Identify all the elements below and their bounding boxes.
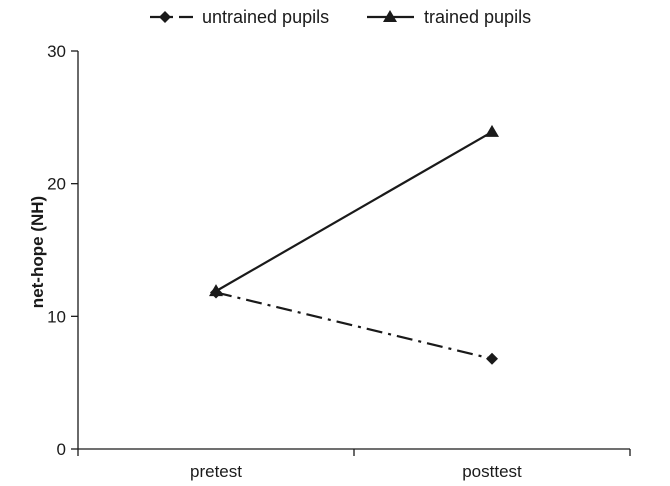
x-ticks: pretest posttest [77, 449, 631, 481]
legend: untrained pupils trained pupils [150, 7, 531, 27]
y-tick-label: 0 [57, 440, 66, 459]
data-point-0-1 [486, 352, 498, 365]
y-tick-label: 30 [47, 42, 66, 61]
series-lines [215, 130, 493, 360]
legend-label-trained: trained pupils [424, 7, 531, 27]
y-tick-label: 10 [47, 307, 66, 326]
series-markers [209, 124, 499, 365]
legend-item-trained: trained pupils [367, 7, 531, 27]
legend-marker-triangle-icon [383, 10, 397, 22]
x-tick-label: posttest [462, 462, 522, 481]
legend-marker-diamond-icon [159, 11, 171, 23]
x-tick-label: pretest [190, 462, 242, 481]
legend-label-untrained: untrained pupils [202, 7, 329, 27]
y-ticks: 0 10 20 30 [47, 42, 78, 459]
data-point-1-1 [485, 124, 499, 137]
legend-item-untrained: untrained pupils [150, 7, 329, 27]
series-line-1 [215, 130, 493, 293]
y-tick-label: 20 [47, 175, 66, 194]
data-point-1-0 [209, 284, 223, 297]
y-axis-title: net-hope (NH) [28, 196, 47, 308]
series-line-0 [215, 291, 493, 360]
